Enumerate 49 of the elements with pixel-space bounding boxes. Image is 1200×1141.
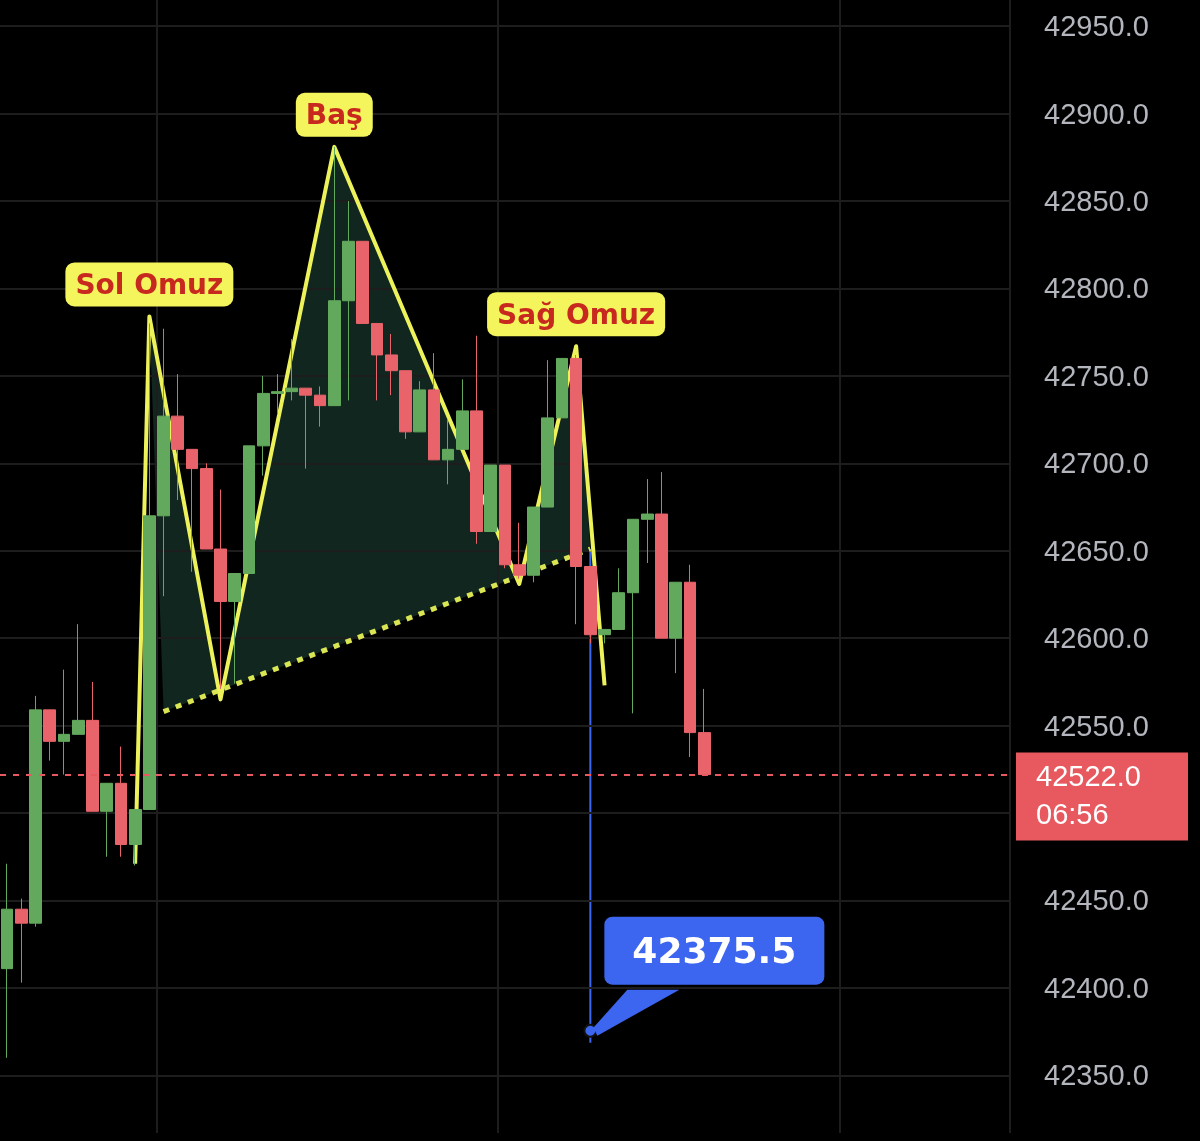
candlestick <box>428 352 440 461</box>
candlestick <box>442 419 454 485</box>
y-tick-label: 42450.0 <box>1044 884 1149 917</box>
candlestick <box>299 387 312 470</box>
candlestick <box>641 478 654 564</box>
candlestick <box>627 518 639 714</box>
candlestick <box>669 581 682 674</box>
candlestick <box>584 566 597 644</box>
candlestick <box>556 357 568 419</box>
y-tick-label: 42700.0 <box>1044 447 1149 480</box>
y-tick-label: 42850.0 <box>1044 185 1149 218</box>
annotation: Baş <box>305 98 363 132</box>
y-tick-label: 42800.0 <box>1044 272 1149 305</box>
candlestick <box>356 240 369 324</box>
candlestick <box>29 695 42 928</box>
annotation: Sol Omuz <box>75 267 224 301</box>
candlestick <box>58 669 70 776</box>
candlestick <box>228 572 241 685</box>
y-tick-label: 42600.0 <box>1044 622 1149 655</box>
candlestick <box>171 373 184 501</box>
annotation: Sağ Omuz <box>497 297 656 331</box>
candlestick <box>484 464 497 533</box>
candlestick <box>513 522 526 580</box>
text: 06:56 <box>1036 797 1109 830</box>
y-tick-label: 42350.0 <box>1044 1059 1149 1092</box>
y-tick-label: 42950.0 <box>1044 10 1149 43</box>
y-tick-label: 42550.0 <box>1044 709 1149 742</box>
candlestick <box>43 709 56 762</box>
candlestick <box>499 464 511 569</box>
candlestick <box>243 445 255 574</box>
y-tick-label: 42750.0 <box>1044 359 1149 392</box>
candlestick <box>413 380 426 433</box>
candlestick <box>470 335 483 545</box>
candlestick <box>100 782 113 858</box>
ref-line-label: 42522.0 <box>1036 759 1141 792</box>
candlestick <box>1 863 13 1059</box>
candlestick <box>72 623 85 735</box>
candlestick <box>371 322 383 401</box>
candlestick <box>456 378 469 450</box>
y-tick-label: 42400.0 <box>1044 971 1149 1004</box>
candlestick <box>684 564 696 758</box>
y-tick-label: 42650.0 <box>1044 534 1149 567</box>
candlestick <box>570 354 582 625</box>
candlestick <box>655 471 668 639</box>
candlestick <box>15 898 28 984</box>
data-label: 42375.5 <box>632 930 797 972</box>
candlestick <box>314 385 326 428</box>
y-tick-label: 42900.0 <box>1044 97 1149 130</box>
candlestick <box>186 448 198 573</box>
